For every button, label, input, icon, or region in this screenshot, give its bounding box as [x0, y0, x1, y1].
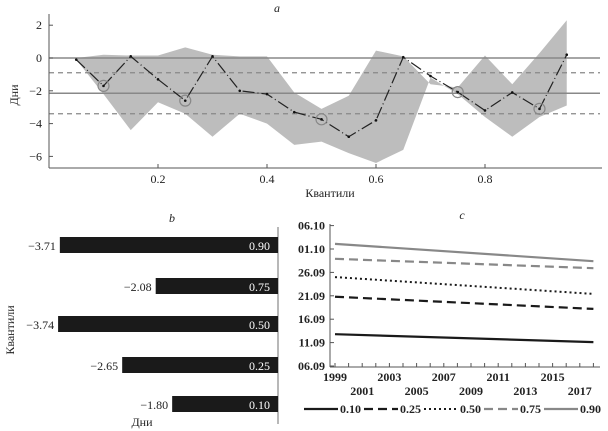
data-point — [429, 74, 432, 78]
data-point — [211, 55, 214, 58]
bar-category-label: 0.10 — [249, 398, 270, 412]
data-point — [183, 99, 187, 102]
panel-b-title: b — [169, 211, 175, 225]
highlight-circle — [179, 94, 192, 107]
data-point — [238, 89, 242, 93]
bar-category-label: 0.75 — [249, 280, 270, 294]
c-x-tick-label: 2011 — [487, 370, 510, 384]
c-x-tick-label: 2007 — [432, 370, 456, 384]
c-y-tick-label: 01.10 — [298, 242, 325, 256]
series-line-0.90 — [334, 242, 594, 263]
highlight-circle — [97, 79, 110, 92]
c-x-tick-label: 2015 — [541, 370, 565, 384]
c-y-tick-label: 06.10 — [298, 219, 325, 233]
c-y-tick-label: 16.09 — [298, 312, 325, 326]
panel-a-xlabel: Квантили — [305, 186, 355, 200]
bar — [59, 237, 278, 253]
x-tick-label: 0.4 — [260, 172, 275, 186]
c-x-tick-label: 2013 — [513, 384, 537, 398]
c-x-tick-label: 2009 — [459, 384, 483, 398]
bar — [155, 278, 278, 294]
legend-label: 0.25 — [400, 402, 421, 416]
data-point — [565, 53, 569, 57]
series-line-0.10 — [334, 333, 594, 344]
data-point — [401, 55, 405, 59]
series-line-0.50 — [334, 276, 594, 295]
confidence-band — [76, 20, 567, 163]
bar-value-label: −2.08 — [124, 280, 152, 294]
legend-label: 0.50 — [460, 402, 481, 416]
c-y-tick-label: 21.09 — [298, 289, 325, 303]
highlight-circle — [315, 113, 328, 126]
bar-value-label: −2.65 — [90, 359, 118, 373]
legend-label: 0.90 — [580, 402, 601, 416]
data-point — [510, 91, 514, 94]
highlight-circle — [533, 102, 546, 115]
series-line-0.25 — [334, 295, 594, 311]
highlight-circle — [451, 86, 464, 99]
c-x-tick-label: 2001 — [350, 384, 374, 398]
legend-label: 0.10 — [340, 402, 361, 416]
bar-value-label: −3.71 — [28, 239, 56, 253]
c-x-tick-label: 2017 — [568, 384, 592, 398]
panel-c-title: c — [459, 208, 465, 222]
data-point — [538, 107, 541, 111]
data-point — [156, 78, 160, 81]
y-tick-label: 2 — [36, 18, 42, 32]
panel-a-title: a — [274, 1, 280, 15]
data-point — [483, 109, 487, 112]
y-tick-label: 0 — [36, 51, 42, 65]
x-tick-label: 0.8 — [478, 172, 493, 186]
c-x-tick-label: 2005 — [405, 384, 429, 398]
bar-value-label: −1.80 — [140, 398, 168, 412]
data-point — [292, 110, 296, 114]
c-x-tick-label: 2003 — [377, 370, 401, 384]
data-point — [129, 55, 133, 58]
data-point — [74, 58, 78, 61]
data-point — [265, 92, 269, 96]
y-tick-label: −2 — [29, 84, 42, 98]
c-y-tick-label: 26.09 — [298, 265, 325, 279]
bar-category-label: 0.25 — [249, 359, 270, 373]
x-tick-label: 0.2 — [151, 172, 166, 186]
legend-label: 0.75 — [520, 402, 541, 416]
data-point — [320, 118, 323, 121]
data-point — [374, 119, 378, 122]
c-y-tick-label: 06.09 — [298, 359, 325, 373]
bar — [172, 396, 278, 412]
bar-category-label: 0.90 — [249, 239, 270, 253]
y-tick-label: −6 — [29, 149, 42, 163]
panel-a-ylabel: Дни — [7, 84, 21, 106]
bar — [122, 357, 279, 373]
bar-value-label: −3.74 — [26, 318, 54, 332]
c-y-tick-label: 11.09 — [299, 336, 325, 350]
series-line-0.75 — [334, 257, 594, 270]
c-x-tick-label: 1999 — [323, 370, 347, 384]
data-point — [347, 135, 351, 139]
y-tick-label: −4 — [29, 117, 42, 131]
panel-b-ylabel: Квантили — [3, 305, 17, 355]
bar — [58, 316, 279, 332]
data-point — [102, 84, 105, 88]
panel-b-xlabel: Дни — [131, 415, 153, 429]
bar-category-label: 0.50 — [249, 318, 270, 332]
x-tick-label: 0.6 — [369, 172, 384, 186]
data-point — [456, 90, 460, 94]
